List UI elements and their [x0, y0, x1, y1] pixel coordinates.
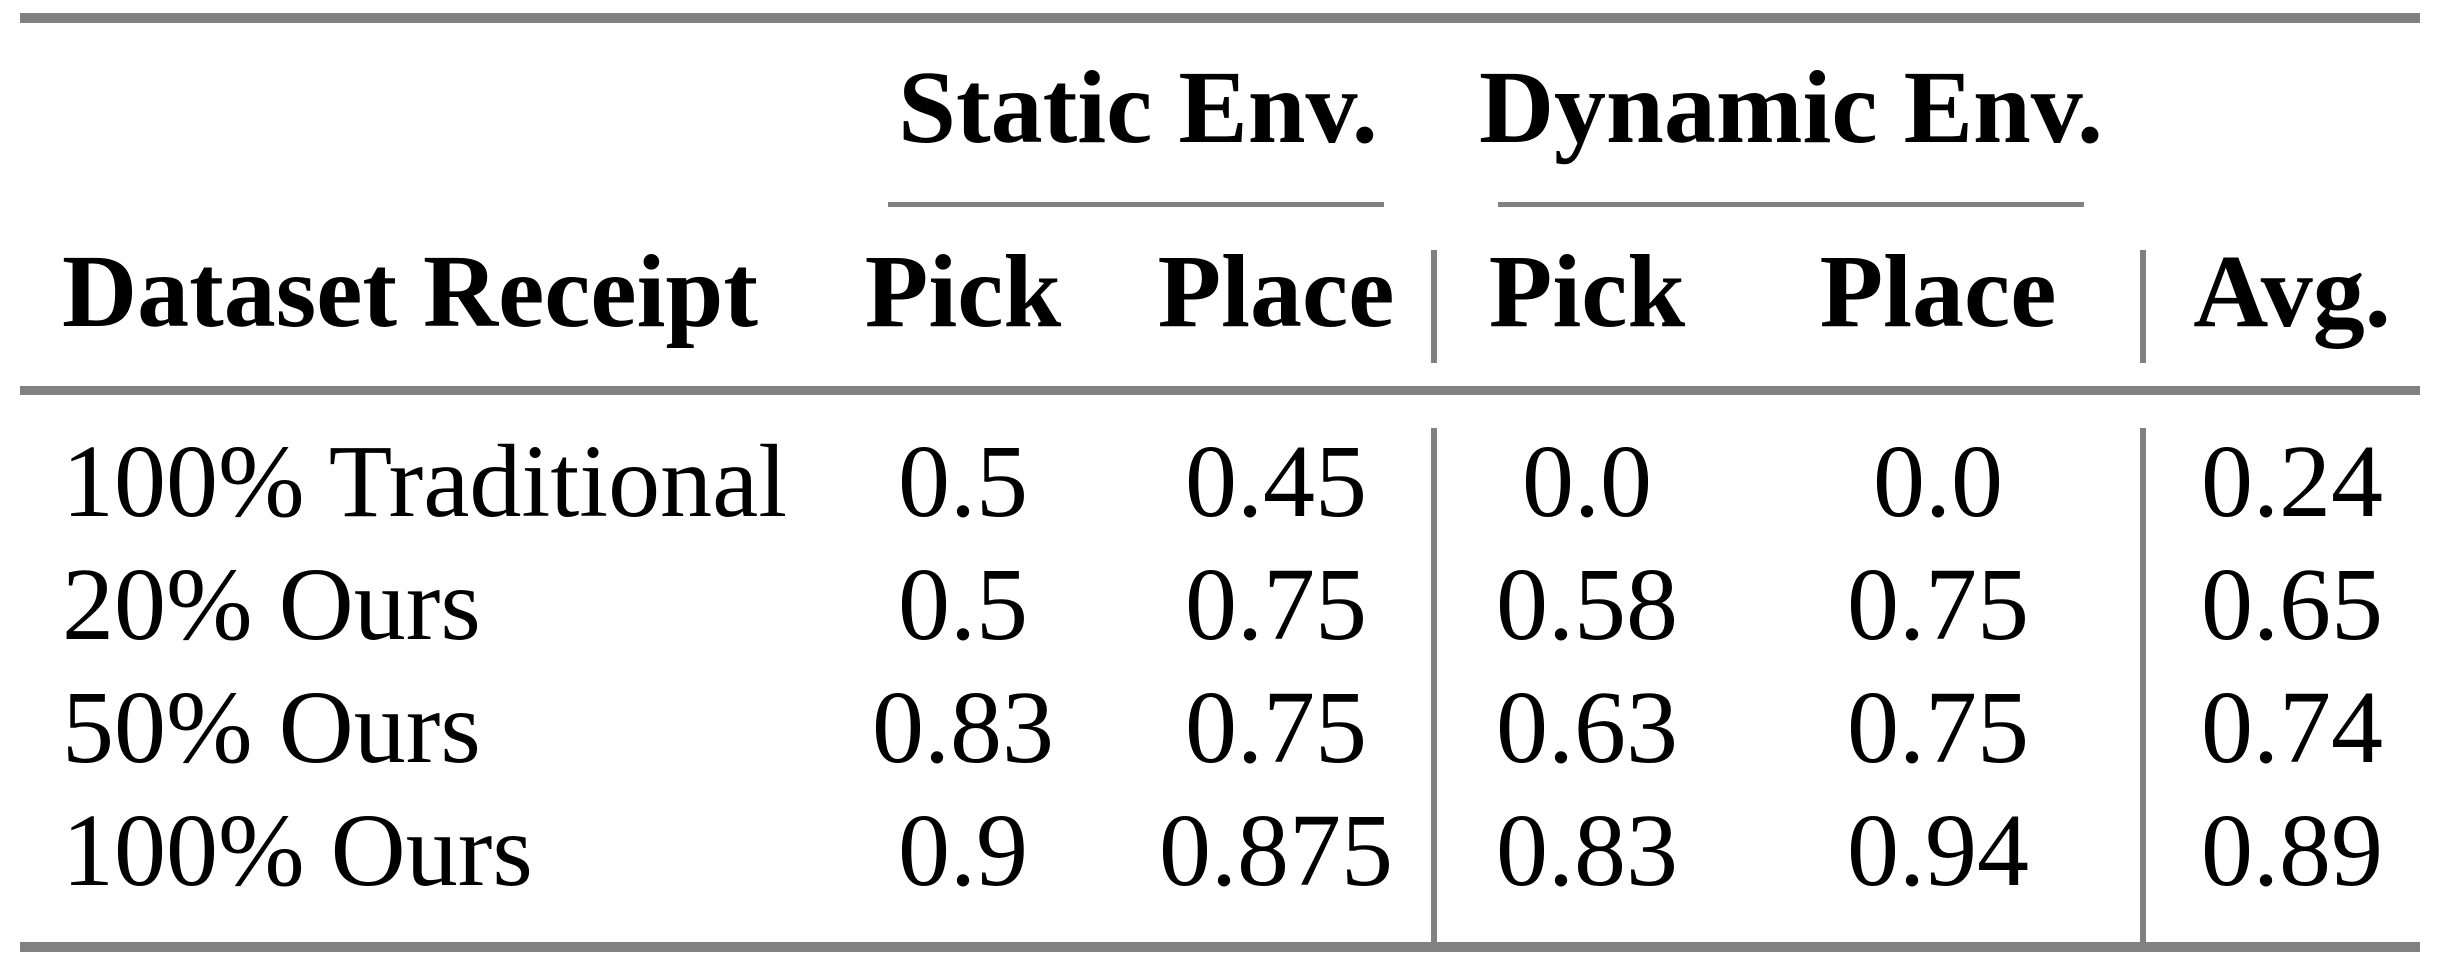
column-header-avg: Avg.: [2193, 234, 2391, 349]
cmidrule-static-env: [888, 202, 1384, 207]
vertical-rule-avg-body: [2140, 428, 2146, 944]
group-header-static-env: Static Env.: [898, 50, 1378, 165]
column-header-dynamic-place: Place: [1819, 234, 2057, 349]
cell-r4-dynamic-place: 0.94: [1847, 793, 2029, 908]
column-header-static-pick: Pick: [864, 234, 1062, 349]
cell-r2-dynamic-pick: 0.58: [1496, 547, 1678, 662]
header-midrule: [20, 386, 2420, 395]
cell-r4-static-pick: 0.9: [898, 793, 1028, 908]
row-label-50-ours: 50% Ours: [62, 670, 481, 785]
cell-r3-dynamic-place: 0.75: [1847, 670, 2029, 785]
row-label-100-traditional: 100% Traditional: [62, 424, 788, 539]
cell-r1-dynamic-pick: 0.0: [1522, 424, 1652, 539]
cell-r1-static-place: 0.45: [1185, 424, 1367, 539]
cmidrule-dynamic-env: [1498, 202, 2084, 207]
group-header-dynamic-env: Dynamic Env.: [1478, 50, 2104, 165]
row-label-100-ours: 100% Ours: [62, 793, 533, 908]
vertical-rule-static-dynamic-body: [1431, 428, 1437, 944]
column-header-dynamic-pick: Pick: [1488, 234, 1686, 349]
column-header-static-place: Place: [1157, 234, 1395, 349]
cell-r3-static-pick: 0.83: [872, 670, 1054, 785]
cell-r2-dynamic-place: 0.75: [1847, 547, 2029, 662]
cell-r3-dynamic-pick: 0.63: [1496, 670, 1678, 785]
cell-r2-static-pick: 0.5: [898, 547, 1028, 662]
bottom-rule: [20, 942, 2420, 952]
row-label-20-ours: 20% Ours: [62, 547, 481, 662]
cell-r2-avg: 0.65: [2201, 547, 2383, 662]
cell-r3-avg: 0.74: [2201, 670, 2383, 785]
top-rule: [20, 13, 2420, 23]
cell-r1-dynamic-place: 0.0: [1873, 424, 2003, 539]
cell-r3-static-place: 0.75: [1185, 670, 1367, 785]
column-header-dataset-receipt: Dataset Receipt: [62, 234, 758, 349]
vertical-rule-static-dynamic-header: [1431, 250, 1437, 363]
cell-r1-avg: 0.24: [2201, 424, 2383, 539]
cell-r4-avg: 0.89: [2201, 793, 2383, 908]
vertical-rule-avg-header: [2140, 250, 2146, 363]
cell-r1-static-pick: 0.5: [898, 424, 1028, 539]
cell-r2-static-place: 0.75: [1185, 547, 1367, 662]
cell-r4-static-place: 0.875: [1159, 793, 1393, 908]
cell-r4-dynamic-pick: 0.83: [1496, 793, 1678, 908]
